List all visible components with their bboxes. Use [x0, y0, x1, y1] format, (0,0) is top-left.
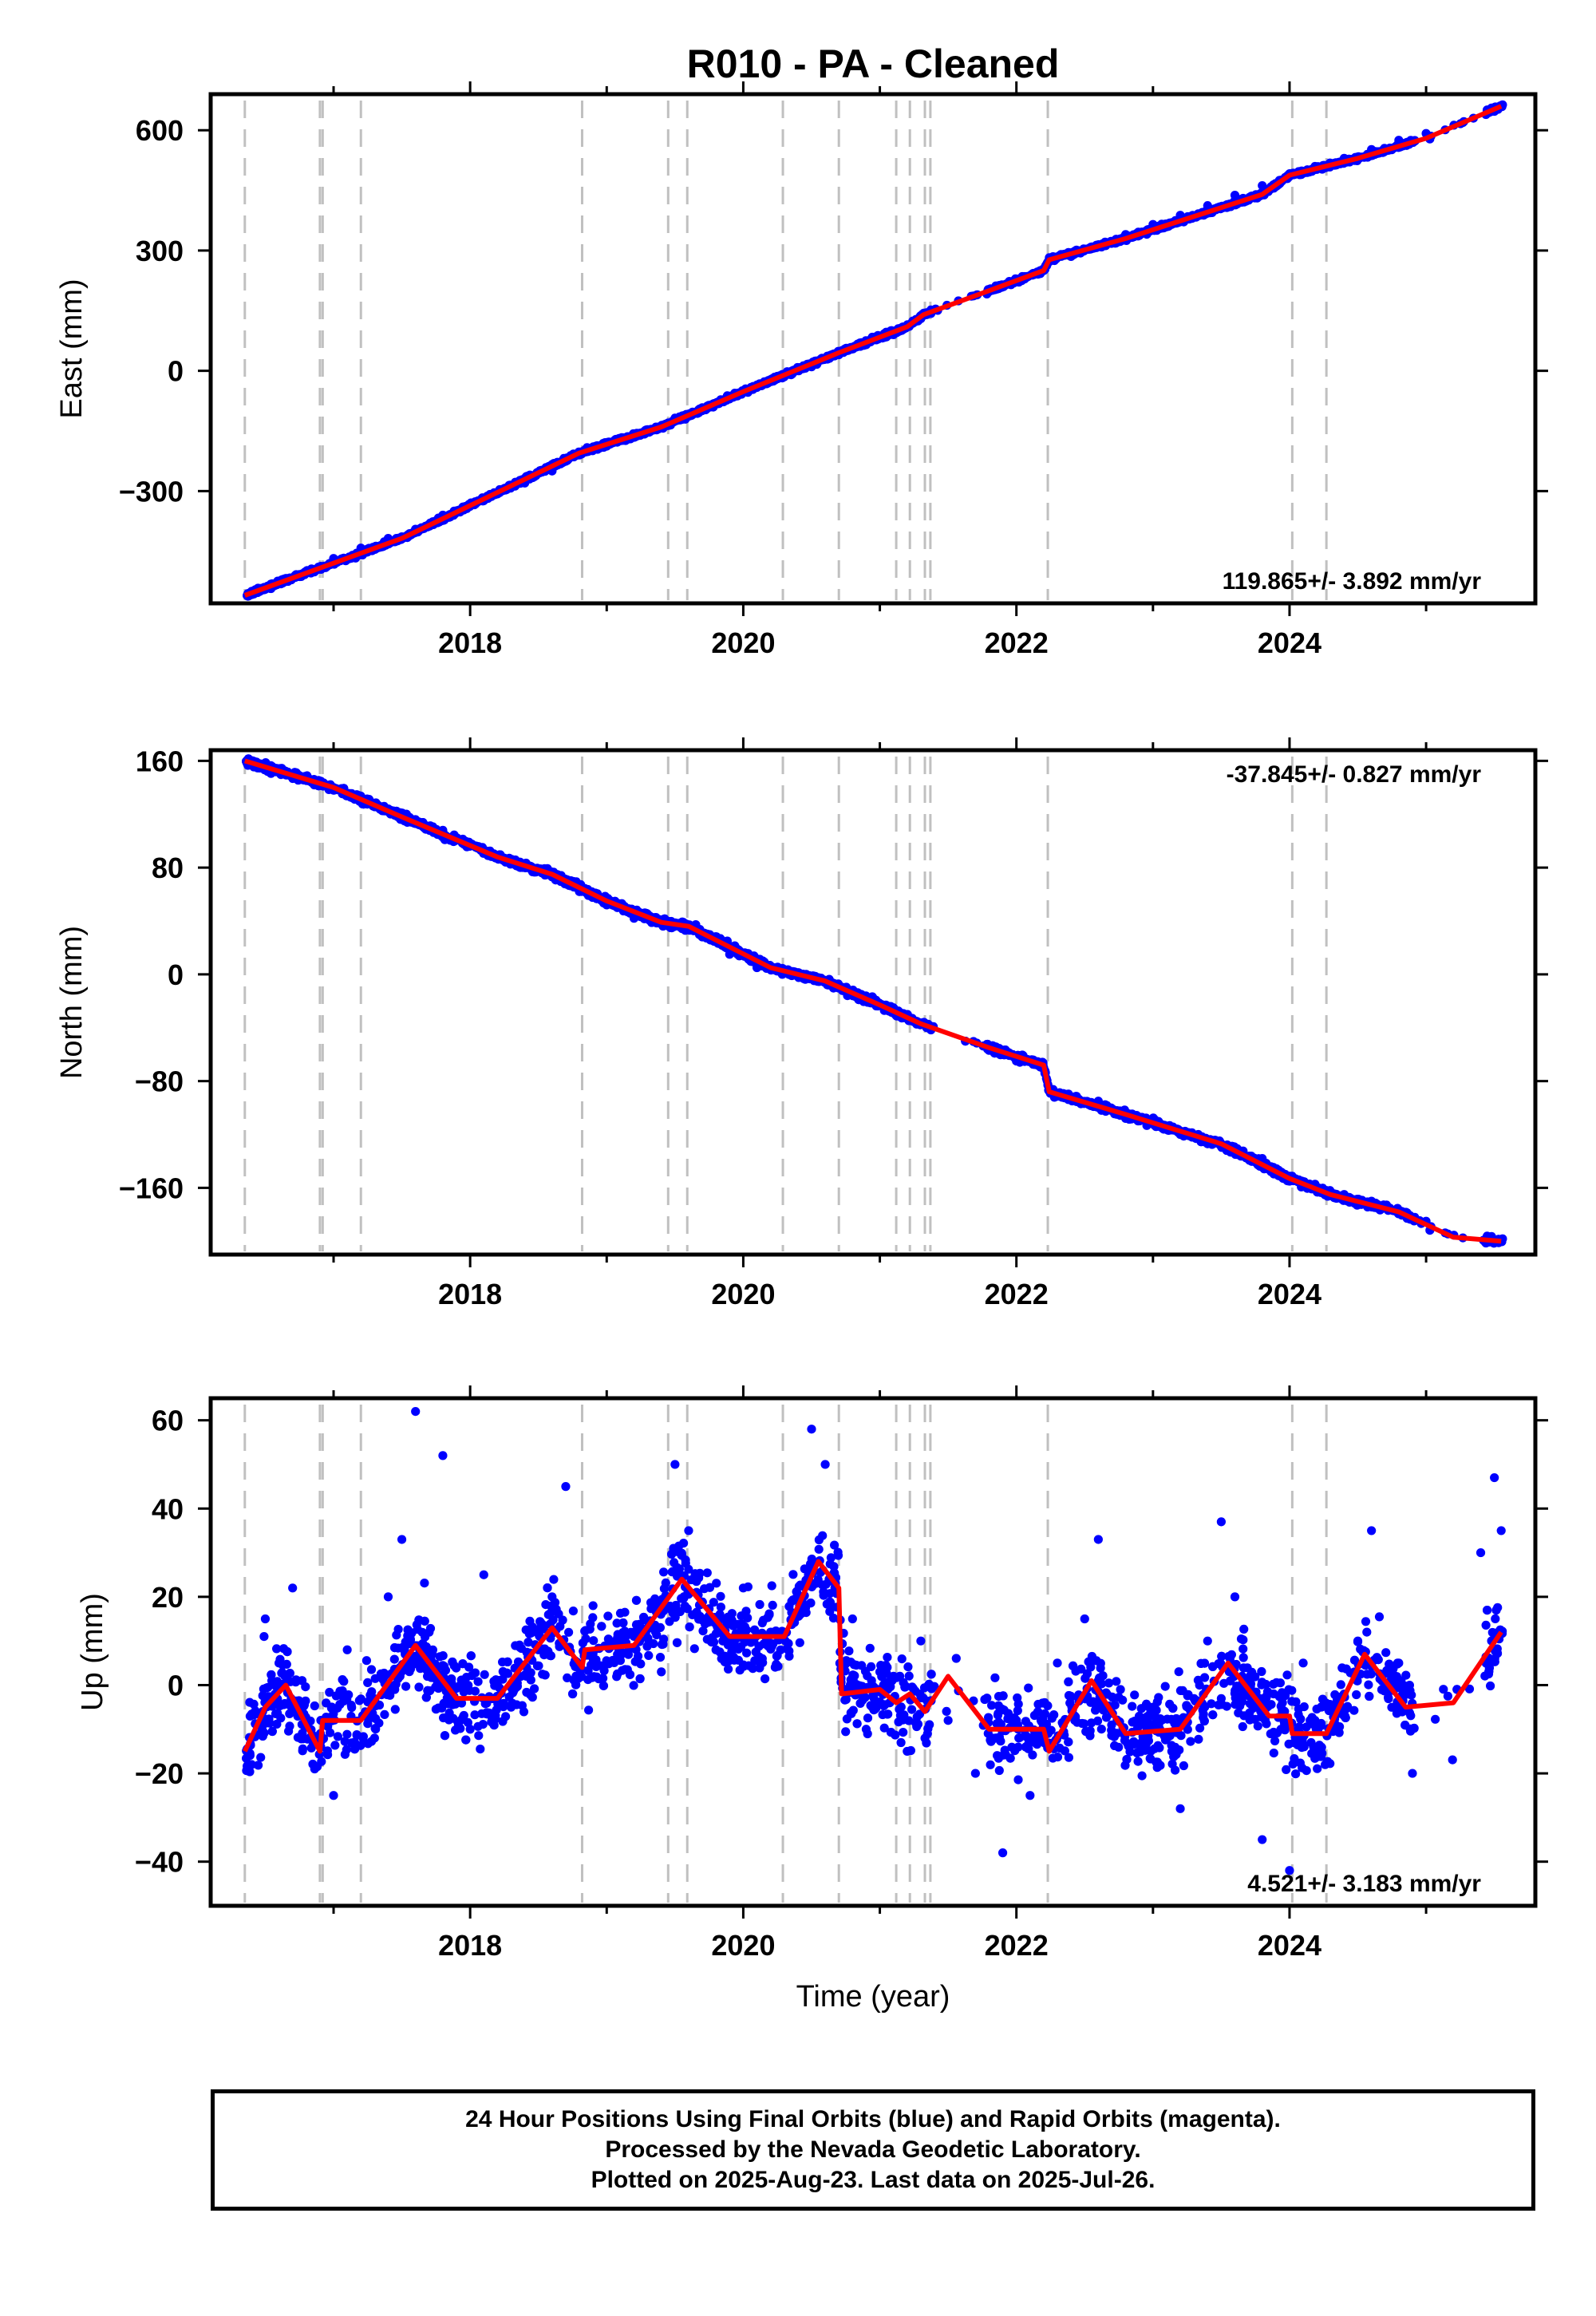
- y-axis-label: East (mm): [55, 279, 89, 418]
- plot-frame: [208, 92, 1538, 606]
- north-panel: 2018 2020 2022 2024 −160 −80 0 80 160 North (mm) -…: [55, 737, 1548, 1310]
- step-lines: [243, 757, 1328, 1251]
- fit-line: [243, 758, 1502, 1244]
- y-tick-label: −300: [119, 475, 184, 508]
- position-point: [755, 1599, 764, 1610]
- step-lines: [243, 1405, 1328, 1903]
- x-tick-label: 2024: [1258, 1278, 1321, 1310]
- x-ticks: 2018 2020 2022 2024: [332, 737, 1428, 1310]
- data-point: [629, 914, 639, 923]
- y-tick-label: 300: [136, 235, 184, 267]
- x-tick-label: 2020: [711, 626, 775, 659]
- data-point: [1394, 136, 1404, 145]
- position-point: [655, 1653, 666, 1662]
- x-tick-label: 2020: [711, 1278, 775, 1310]
- east-panel: 2018 2020 2022 2024 −300 0 300 600 East (mm) 119.…: [55, 81, 1548, 659]
- x-ticks: 2018 2020 2022 2024: [332, 81, 1428, 659]
- plot-frame: [208, 748, 1538, 1257]
- position-points: [242, 1406, 1507, 1875]
- rate-label: -37.845+/- 0.827 mm/yr: [1227, 761, 1482, 788]
- fit-line: [243, 104, 1503, 598]
- y-tick-label: −80: [135, 1065, 184, 1098]
- x-tick-label: 2018: [438, 1278, 502, 1310]
- data-point: [1175, 211, 1185, 220]
- x-tick-label: 2018: [438, 626, 502, 659]
- chart-title: R010 - PA - Cleaned: [687, 41, 1060, 86]
- y-ticks: −300 0 300 600: [119, 114, 1548, 508]
- y-ticks: −160 −80 0 80 160: [119, 745, 1548, 1204]
- data-point: [725, 950, 734, 959]
- y-tick-label: 0: [168, 958, 184, 991]
- y-axis-label: North (mm): [55, 926, 89, 1079]
- y-tick-label: 600: [136, 114, 184, 147]
- y-tick-label: 80: [152, 852, 184, 884]
- rate-label: 119.865+/- 3.892 mm/yr: [1223, 568, 1482, 595]
- x-tick-label: 2022: [985, 626, 1049, 659]
- data-point: [1230, 190, 1240, 200]
- x-tick-label: 2022: [985, 1278, 1049, 1310]
- data-point: [1203, 201, 1212, 211]
- data-point: [1258, 180, 1267, 191]
- y-tick-label: 160: [136, 745, 184, 777]
- x-tick-label: 2024: [1258, 626, 1321, 659]
- step-lines: [243, 101, 1328, 600]
- data-point: [1258, 1154, 1267, 1164]
- y-tick-label: −160: [119, 1172, 184, 1204]
- data-point: [752, 962, 762, 973]
- y-tick-label: 0: [168, 355, 184, 388]
